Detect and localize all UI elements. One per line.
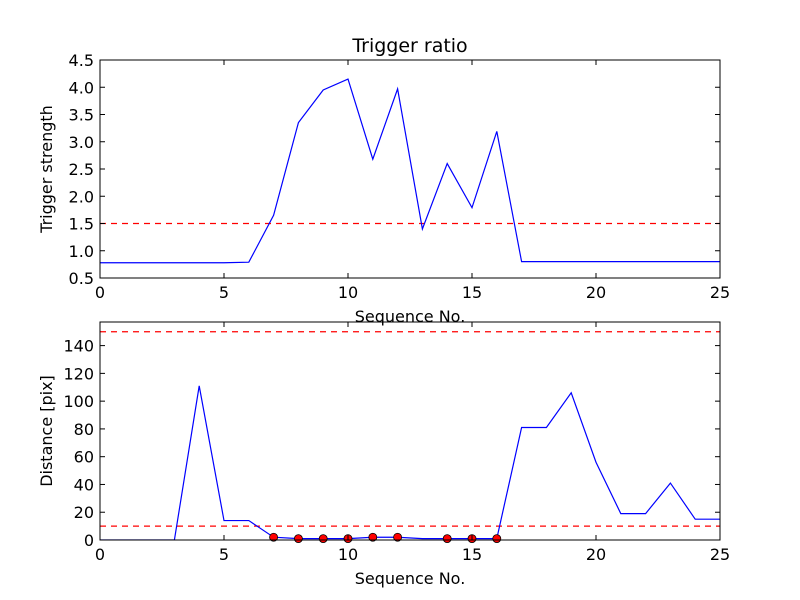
data-point-marker	[269, 532, 279, 542]
y-tick-label: 140	[63, 337, 94, 356]
series-line-0	[100, 385, 720, 540]
chart-distance: 0 5 10 15 20 25 0 20 40 60 80 100 120 140 Sequence No.…	[37, 321, 730, 588]
y-tick-label: 1.5	[69, 215, 94, 234]
x-tick-label: 20	[586, 283, 606, 302]
y-tick-label: 2.5	[69, 160, 94, 179]
chart-title: Trigger ratio	[351, 35, 467, 57]
plot-data	[100, 331, 720, 540]
y-tick-label: 40	[74, 475, 94, 494]
x-tick-label: 25	[710, 283, 730, 302]
y-axis-label: Distance [pix]	[37, 375, 56, 487]
y-tick-label: 3.0	[69, 133, 94, 152]
x-tick-label: 20	[586, 545, 606, 564]
plot-data	[100, 78, 720, 264]
data-point-marker	[442, 534, 452, 544]
x-tick-label: 0	[95, 545, 105, 564]
data-point-marker	[393, 532, 403, 542]
data-point-marker	[318, 534, 328, 544]
x-tick-label: 15	[462, 283, 482, 302]
y-tick-label: 120	[63, 364, 94, 383]
x-axis-label: Sequence No.	[355, 569, 466, 588]
y-tick-label: 100	[63, 392, 94, 411]
y-tick-label: 3.5	[69, 106, 94, 125]
x-tick-label: 0	[95, 283, 105, 302]
y-tick-label: 4.5	[69, 51, 94, 70]
y-tick-label: 0.5	[69, 269, 94, 288]
chart-trigger-ratio: 0 5 10 15 20 25 0.5 1.0 1.5 2.0 2.5 3.0 3.5 4.0 4.5 Tri…	[37, 35, 730, 326]
data-point-marker	[368, 532, 378, 542]
y-tick-label: 20	[74, 503, 94, 522]
y-tick-label: 1.0	[69, 242, 94, 261]
y-axis-label: Trigger strength	[37, 105, 56, 234]
series-line-0	[100, 78, 720, 264]
data-point-marker	[492, 534, 502, 544]
x-tick-label: 5	[219, 283, 229, 302]
axes-frame	[99, 321, 721, 541]
x-tick-label: 10	[338, 545, 358, 564]
y-tick-label: 4.0	[69, 78, 94, 97]
y-tick-label: 0	[84, 531, 94, 550]
x-tick-label: 15	[462, 545, 482, 564]
y-tick-label: 2.0	[69, 187, 94, 206]
y-tick-label: 60	[74, 448, 94, 467]
data-point-marker	[293, 534, 303, 544]
x-tick-label: 5	[219, 545, 229, 564]
x-tick-label: 25	[710, 545, 730, 564]
x-axis-label: Sequence No.	[355, 307, 466, 326]
x-tick-label: 10	[338, 283, 358, 302]
y-tick-label: 80	[74, 420, 94, 439]
